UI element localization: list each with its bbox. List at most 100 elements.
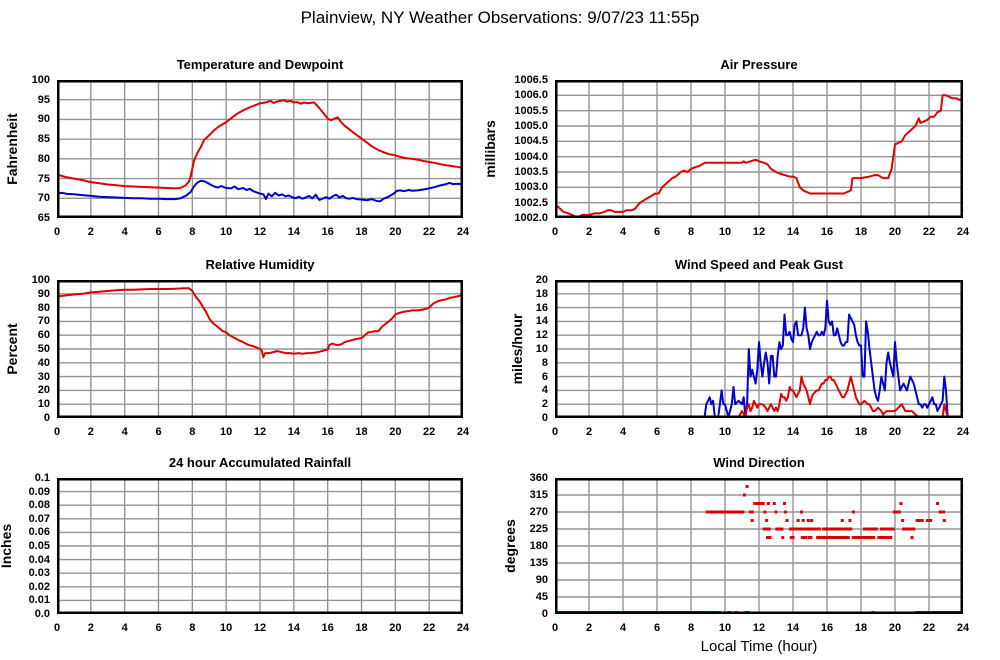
x-tick-label: 10 [718,622,732,634]
x-tick-label: 8 [687,426,695,438]
x-tick-label: 2 [87,226,94,238]
x-tick-label: 24 [456,226,470,238]
x-tick-label: 10 [220,622,233,634]
wind-title: Wind Speed and Peak Gust [674,257,844,272]
x-tick-label: 16 [820,426,834,438]
x-tick-label: 12 [752,426,766,438]
y-tick-label: 6 [541,370,548,383]
x-tick-label: 20 [389,426,402,438]
gridlines [57,478,463,614]
y-tick-label: 225 [529,523,548,535]
x-tick-label: 20 [389,622,402,634]
plot-border [555,478,963,614]
y-tick-label: 40 [37,356,50,369]
y-tick-label: 0.04 [28,553,50,566]
y-tick-label: 0 [541,412,548,424]
x-tick-label: 16 [820,622,834,634]
y-tick-label: 70 [37,192,50,205]
plot-border [57,280,463,418]
y-tick-label: 0.01 [28,594,50,607]
y-tick-label: 70 [37,315,50,328]
pressure-title: Air Pressure [720,57,798,72]
x-tick-label: 10 [220,226,233,238]
y-tick-label: 18 [535,287,548,300]
humidity-title: Relative Humidity [205,257,315,272]
page-title: Plainview, NY Weather Observations: 9/07… [300,8,700,27]
x-tick-label: 16 [321,226,334,238]
y-tick-label: 30 [37,370,50,383]
x-tick-label: 8 [687,622,695,634]
y-tick-label: 1004.5 [514,135,548,148]
y-axis-label: Fahrenheit [4,113,21,185]
x-tick-label: 8 [189,226,196,238]
series-peak-gust-line [555,299,963,418]
y-tick-label: 0.06 [28,526,50,539]
x-tick-label: 18 [854,226,868,238]
y-tick-label: 8 [541,356,548,369]
y-tick-label: 0.05 [28,540,50,552]
plot-border [57,80,463,218]
plot-border [555,80,963,218]
y-tick-label: 16 [535,301,548,314]
y-tick-label: 100 [31,274,50,286]
x-tick-label: 6 [155,426,162,438]
y-tick-label: 135 [529,557,548,569]
x-tick-label: 6 [155,226,162,238]
y-tick-label: 2 [541,398,548,411]
y-tick-label: 315 [529,489,548,501]
y-tick-label: 95 [37,93,50,106]
x-tick-label: 18 [854,622,868,634]
y-tick-label: 80 [37,152,50,165]
x-tick-label: 18 [355,426,368,438]
y-axis-label: millibars [482,120,499,178]
x-tick-label: 22 [922,622,936,634]
rainfall-plot-area [57,478,463,614]
x-tick-label: 8 [189,426,196,438]
x-tick-label: 0 [551,426,559,438]
series-temperature-line [57,99,463,190]
y-tick-label: 90 [37,287,50,300]
x-tick-label: 14 [287,426,300,438]
y-tick-label: 65 [37,212,50,224]
x-axis-label: Local Time (hour) [700,638,818,655]
y-tick-label: 0 [541,608,548,620]
x-tick-label: 6 [653,426,661,438]
x-tick-label: 6 [653,226,661,238]
x-tick-label: 14 [786,426,800,438]
y-axis-label: miles/hour [508,313,525,385]
pressure-plot-area [555,80,963,218]
y-tick-label: 90 [37,113,50,126]
x-tick-label: 24 [456,426,470,438]
x-tick-label: 24 [456,622,470,634]
x-tick-label: 6 [155,622,162,634]
y-tick-label: 60 [37,329,50,342]
x-tick-label: 8 [189,622,196,634]
gridlines [555,80,963,218]
x-tick-label: 0 [551,226,559,238]
y-tick-label: 80 [37,301,50,314]
x-tick-label: 2 [87,622,94,634]
x-tick-label: 0 [53,226,61,238]
wind-plot-area [555,280,963,418]
y-axis-label: Percent [4,323,21,375]
x-tick-label: 0 [53,426,61,438]
y-tick-label: 0 [43,412,50,424]
y-tick-label: 1003.5 [514,166,548,178]
series-wind-speed-line [555,375,963,418]
x-tick-label: 4 [619,622,627,634]
x-tick-label: 16 [321,622,334,634]
y-tick-label: 1002.0 [514,212,548,224]
y-tick-label: 360 [529,472,548,484]
y-tick-label: 85 [37,133,50,146]
x-tick-label: 14 [287,226,300,238]
x-tick-label: 4 [619,226,627,238]
x-tick-label: 22 [922,226,936,238]
x-tick-label: 10 [718,226,732,238]
x-tick-label: 2 [87,426,94,438]
gridlines [555,478,963,614]
series-air-pressure-line [555,94,963,218]
winddir-plot-area [555,478,963,614]
x-tick-label: 0 [551,622,559,634]
y-tick-label: 1005.0 [514,120,548,132]
x-tick-label: 22 [423,622,436,634]
